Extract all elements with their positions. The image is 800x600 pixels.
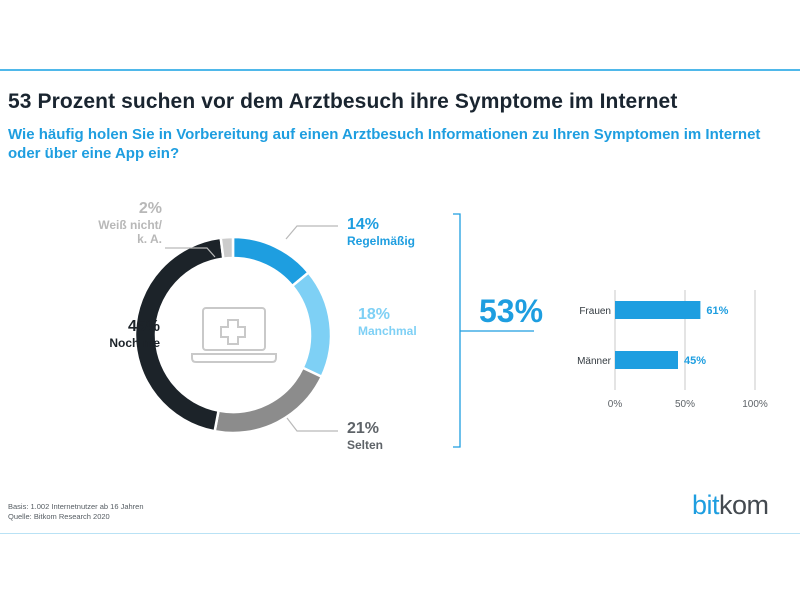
- weiss-nicht-text-1: Weiß nicht/: [98, 218, 162, 232]
- title-rule: [0, 69, 800, 71]
- noch-nie-text: Noch nie: [109, 336, 160, 350]
- footnote-basis: Basis: 1.002 Internetnutzer ab 16 Jahren: [8, 502, 144, 511]
- donut-slice-regelmäßig: [231, 235, 311, 288]
- selten-value: 21%: [347, 420, 380, 437]
- summary-bracket: [453, 213, 534, 448]
- regelmaessig-value: 14%: [347, 216, 380, 233]
- chart-title: 53 Prozent suchen vor dem Arztbesuch ihr…: [8, 90, 678, 113]
- label-selten: 21% Selten: [347, 420, 383, 452]
- donut-slice-weiß-nicht-k-a: [219, 235, 235, 261]
- bar-value-label: 61%: [706, 305, 728, 317]
- donut-chart: [133, 235, 333, 435]
- donut-slice-manchmal: [290, 270, 333, 379]
- x-tick-label: 50%: [675, 399, 695, 410]
- selten-text: Selten: [347, 438, 384, 452]
- bar-category-label: Frauen: [579, 306, 611, 317]
- gender-bar-chart: 0% 50% 100% Frauen 61% Männer 45%: [577, 290, 768, 410]
- logo-part-bit: bit: [692, 490, 720, 520]
- footnote: Basis: 1.002 Internetnutzer ab 16 Jahren…: [8, 502, 144, 522]
- footnote-quelle: Quelle: Bitkom Research 2020: [8, 512, 110, 521]
- bitkom-logo: bitkom: [692, 490, 769, 521]
- noch-nie-value: 45%: [127, 318, 160, 335]
- donut-slice-selten: [213, 366, 324, 435]
- summary-value: 53%: [479, 293, 544, 329]
- bar: [615, 351, 678, 369]
- x-tick-label: 0%: [608, 399, 623, 410]
- x-tick-label: 100%: [742, 399, 768, 410]
- manchmal-text: Manchmal: [358, 324, 417, 338]
- label-noch-nie: 45% Noch nie: [60, 318, 160, 350]
- label-manchmal: 18% Manchmal: [358, 306, 417, 338]
- callout-lines: [165, 225, 338, 432]
- footer-rule: [0, 533, 800, 534]
- weiss-nicht-value: 2%: [138, 200, 162, 217]
- bar-value-label: 45%: [684, 355, 706, 367]
- weiss-nicht-text-2: k. A.: [137, 232, 162, 246]
- bar: [615, 301, 701, 319]
- logo-part-kom: kom: [719, 490, 769, 520]
- label-regelmaessig: 14% Regelmäßig: [347, 216, 415, 248]
- manchmal-value: 18%: [358, 306, 391, 323]
- label-weiss-nicht: 2% Weiß nicht/ k. A.: [40, 200, 162, 246]
- chart-subtitle: Wie häufig holen Sie in Vorbereitung auf…: [8, 126, 761, 162]
- bar-category-label: Männer: [577, 356, 612, 367]
- regelmaessig-text: Regelmäßig: [347, 234, 416, 248]
- laptop-medical-icon: [191, 307, 277, 363]
